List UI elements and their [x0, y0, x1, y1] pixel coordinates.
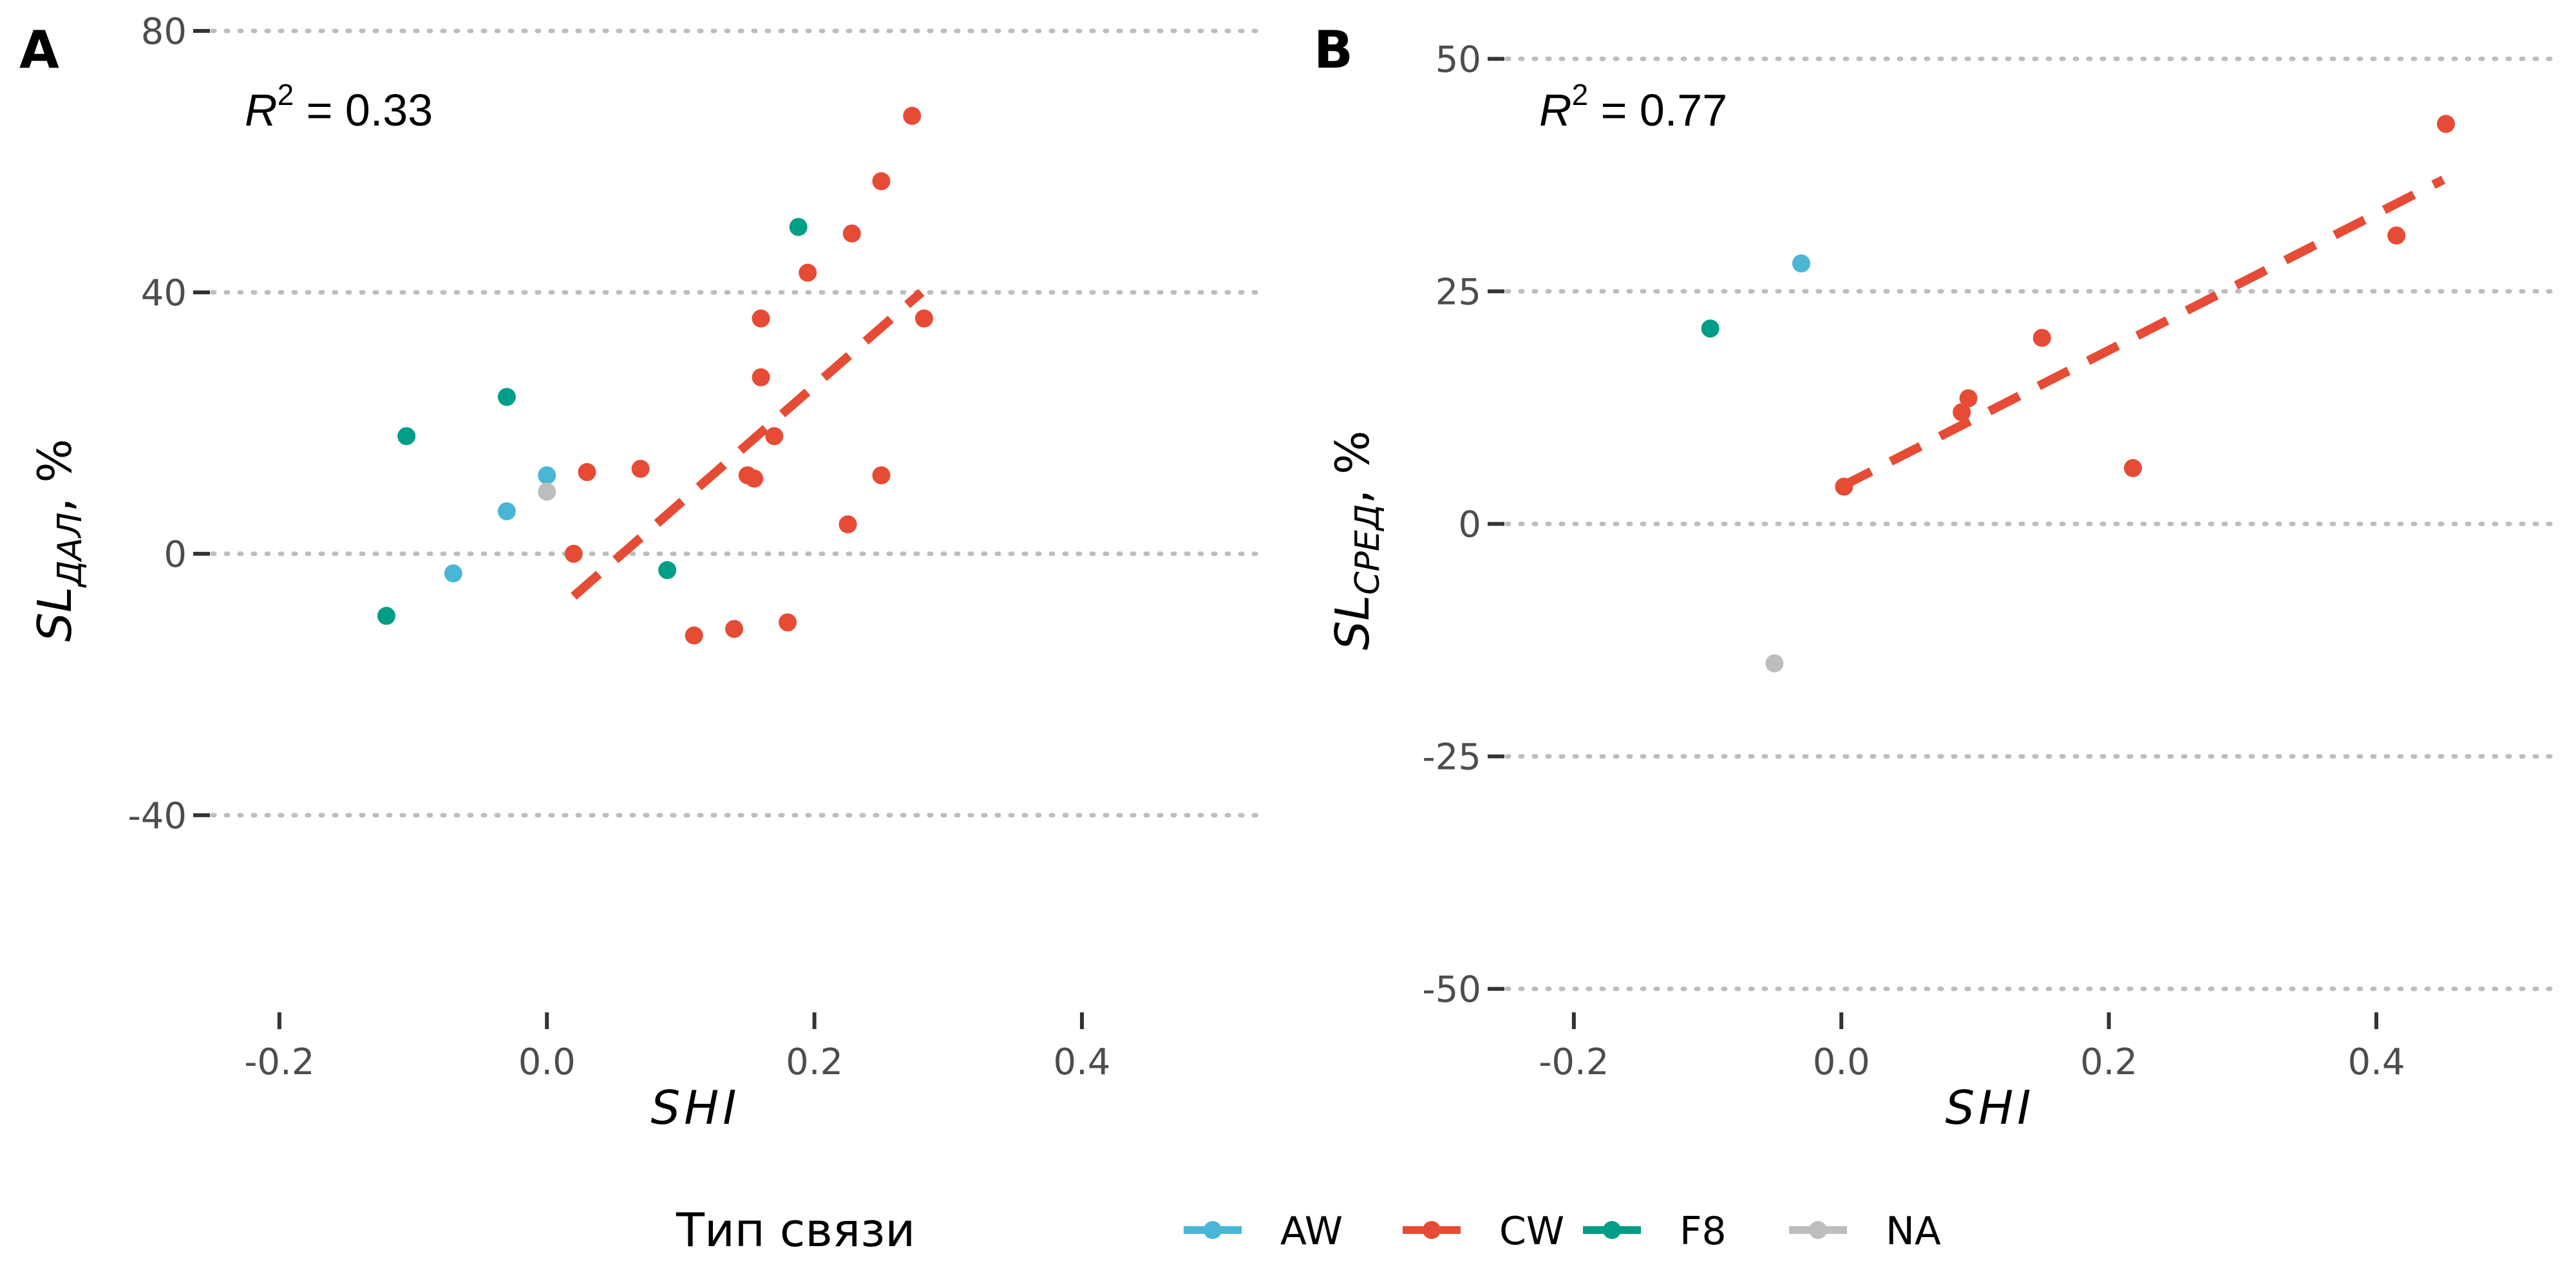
data-point [1765, 654, 1784, 673]
trend-line [571, 289, 925, 600]
x-tick-label: 0.4 [1053, 1041, 1110, 1083]
data-point [631, 459, 650, 478]
data-point [779, 613, 797, 632]
y-tick-label: 40 [141, 272, 187, 314]
y-tick-label: -50 [1423, 969, 1481, 1011]
legend-key-point [1603, 1221, 1621, 1239]
legend-item-na: NA [1789, 1209, 1941, 1254]
data-point [497, 388, 516, 406]
data-point [397, 427, 416, 446]
y-tick-label: -40 [128, 795, 187, 837]
y-tick-label: 0 [1458, 504, 1481, 545]
y-tick-label: -25 [1423, 737, 1481, 779]
legend-label: NA [1886, 1209, 1941, 1254]
data-point [538, 482, 556, 501]
panel-b: -50 -25 0 25 50 -0.2 0.0 0.2 0.4 B R2 = 0.77 SHI SLС… [1314, 20, 2553, 1135]
legend-item-f8: F8 [1583, 1209, 1727, 1254]
data-point [1953, 403, 1971, 422]
data-point [578, 463, 596, 482]
x-tick-label: 0.2 [2080, 1041, 2137, 1083]
series-f8 [377, 218, 808, 625]
r-squared-annotation: R2 = 0.33 [245, 78, 433, 135]
data-point [497, 502, 516, 520]
data-point [1835, 477, 1853, 496]
data-point [2437, 115, 2455, 133]
x-tick-label: 0.2 [786, 1041, 843, 1083]
legend-item-cw: CW [1403, 1209, 1564, 1254]
data-point [2124, 459, 2142, 477]
data-point [377, 607, 395, 625]
data-point [903, 106, 922, 125]
data-point [914, 309, 933, 328]
data-point [1701, 319, 1719, 338]
y-tick-label: 50 [1435, 39, 1481, 80]
data-point [799, 263, 817, 282]
trend-line [1839, 175, 2446, 491]
y-axis-title: SLДАЛ, % [28, 439, 90, 641]
data-point [872, 466, 891, 485]
y-tick-label: 0 [164, 534, 187, 576]
data-point [1959, 389, 1978, 408]
series-na [1765, 654, 1784, 673]
legend: Тип связи AW CW F8 NA [676, 1203, 1941, 1257]
panel-a: -40 0 40 80 -0.2 0.0 0.2 0.4 A R2 = 0.33 SHI SLДАЛ,… [19, 11, 1258, 1135]
x-tick-label: -0.2 [1539, 1041, 1609, 1083]
x-tick-label: 0.4 [2347, 1041, 2405, 1083]
legend-title: Тип связи [676, 1203, 915, 1257]
series-cw [1835, 115, 2455, 496]
data-point [564, 544, 583, 563]
data-point [752, 309, 770, 328]
series-cw [564, 106, 933, 645]
data-point [2387, 226, 2406, 245]
x-tick-label: 0.0 [1813, 1041, 1870, 1083]
legend-label: F8 [1680, 1209, 1727, 1254]
legend-key-point [1809, 1221, 1827, 1239]
data-point [1792, 254, 1810, 273]
legend-key-point [1204, 1221, 1222, 1239]
series-aw [1792, 254, 1810, 273]
data-point [789, 218, 808, 236]
y-tick-label: 25 [1435, 271, 1481, 313]
x-tick-label: 0.0 [518, 1041, 576, 1083]
data-point [745, 469, 764, 488]
series-na [538, 482, 556, 501]
data-point [872, 172, 891, 191]
data-point [842, 224, 861, 243]
legend-item-aw: AW [1184, 1209, 1343, 1254]
panel-label: A [19, 20, 59, 80]
x-axis-title: SHI [1945, 1081, 2034, 1135]
y-axis-title: SLСРЕД, % [1325, 430, 1387, 650]
data-point [444, 564, 462, 583]
data-point [725, 620, 743, 638]
legend-key-point [1423, 1221, 1441, 1239]
data-point [765, 427, 784, 446]
y-tick-label: 80 [141, 11, 187, 53]
data-point [685, 626, 703, 645]
series-f8 [1701, 319, 1719, 338]
data-point [2032, 328, 2051, 347]
data-point [838, 515, 857, 534]
legend-label: AW [1280, 1209, 1343, 1254]
r-squared-annotation: R2 = 0.77 [1539, 78, 1727, 135]
panel-label: B [1314, 20, 1353, 80]
data-point [658, 561, 677, 580]
series-aw [444, 466, 556, 583]
x-axis-title: SHI [650, 1081, 740, 1135]
x-tick-label: -0.2 [244, 1041, 314, 1083]
legend-label: CW [1499, 1209, 1564, 1254]
data-point [538, 466, 556, 485]
data-point [752, 368, 770, 386]
